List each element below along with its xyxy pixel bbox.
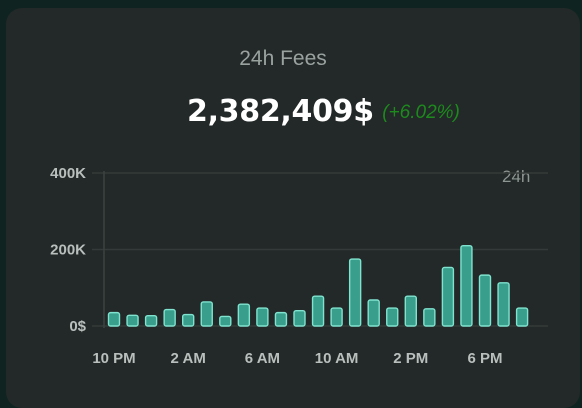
card-title: 24h Fees bbox=[239, 47, 327, 70]
bar bbox=[441, 266, 455, 327]
bar bbox=[200, 301, 213, 327]
x-tick-label: 10 AM bbox=[315, 350, 359, 367]
bar bbox=[219, 315, 232, 327]
x-tick-label: 2 PM bbox=[393, 350, 428, 367]
bar bbox=[386, 307, 399, 327]
bar bbox=[348, 258, 362, 327]
bar bbox=[144, 314, 158, 327]
bar bbox=[367, 299, 380, 327]
bar bbox=[107, 311, 121, 327]
total-row: 2,382,409$ (+6.02%) bbox=[187, 94, 460, 129]
total-fees-value: 2,382,409$ bbox=[187, 94, 374, 129]
bar bbox=[478, 274, 492, 327]
y-tick-label: 0$ bbox=[69, 318, 86, 335]
bar bbox=[237, 303, 251, 327]
bar bbox=[515, 307, 529, 327]
bar bbox=[330, 307, 343, 327]
bar bbox=[293, 310, 306, 327]
bar bbox=[460, 244, 473, 327]
x-tick-label: 2 AM bbox=[171, 350, 206, 367]
x-tick-label: 6 PM bbox=[467, 350, 502, 367]
bar bbox=[497, 282, 510, 327]
y-tick-label: 200K bbox=[50, 242, 86, 259]
bar bbox=[311, 295, 325, 327]
fees-card: 24h Fees 2,382,409$ (+6.02%) 24h bbox=[6, 8, 580, 408]
change-percent-badge: (+6.02%) bbox=[382, 102, 460, 123]
bar bbox=[274, 311, 288, 327]
y-tick-label: 400K bbox=[50, 165, 86, 182]
bar bbox=[423, 308, 436, 327]
x-tick-label: 6 AM bbox=[245, 350, 280, 367]
bar bbox=[256, 307, 269, 327]
range-label: 24h bbox=[502, 167, 531, 186]
x-tick-label: 10 PM bbox=[92, 350, 135, 367]
bar bbox=[163, 308, 176, 327]
bar bbox=[404, 295, 417, 327]
bar bbox=[126, 314, 139, 327]
bar bbox=[181, 313, 195, 327]
